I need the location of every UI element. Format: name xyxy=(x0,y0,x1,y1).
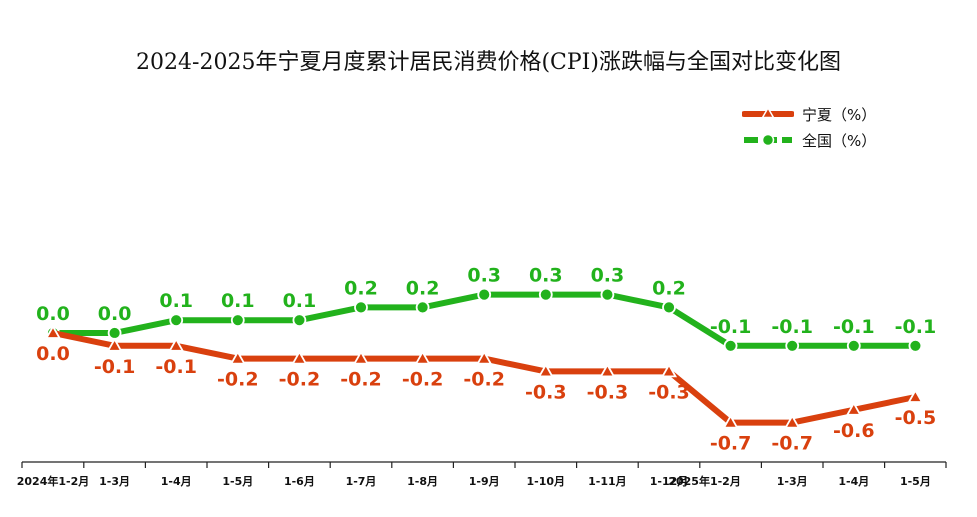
legend-label-national: 全国（%） xyxy=(802,131,877,150)
chart-title: 2024-2025年宁夏月度累计居民消费价格(CPI)涨跌幅与全国对比变化图 xyxy=(136,50,841,75)
ningxia-data-label-4: -0.2 xyxy=(279,369,321,391)
x-tick-label-2: 1-4月 xyxy=(161,475,192,488)
national-data-label-14: -0.1 xyxy=(895,316,937,338)
ningxia-data-label-14: -0.5 xyxy=(895,407,937,429)
ningxia-point-4 xyxy=(291,350,308,365)
x-tick-label-12: 1-3月 xyxy=(777,475,808,488)
ningxia-data-label-7: -0.2 xyxy=(463,369,505,391)
x-tick-label-7: 1-9月 xyxy=(469,475,500,488)
national-data-label-1: 0.0 xyxy=(98,303,132,325)
ningxia-data-label-9: -0.3 xyxy=(587,381,629,403)
national-data-label-11: -0.1 xyxy=(710,316,752,338)
national-data-label-13: -0.1 xyxy=(833,316,875,338)
national-point-9 xyxy=(600,287,615,302)
ningxia-point-3 xyxy=(229,350,246,365)
x-tick-label-1: 1-3月 xyxy=(99,475,130,488)
x-tick-label-3: 1-5月 xyxy=(222,475,253,488)
national-data-label-12: -0.1 xyxy=(771,316,813,338)
ningxia-data-label-8: -0.3 xyxy=(525,381,567,403)
ningxia-data-label-0: 0.0 xyxy=(36,343,70,365)
ningxia-data-label-2: -0.1 xyxy=(155,356,197,378)
legend-entry-national: 全国（%） xyxy=(742,127,876,153)
legend: 宁夏（%） 全国（%） xyxy=(742,101,876,153)
national-data-label-3: 0.1 xyxy=(221,290,255,312)
national-data-label-0: 0.0 xyxy=(36,303,70,325)
national-point-2 xyxy=(169,313,184,328)
ningxia-data-label-10: -0.3 xyxy=(648,381,690,403)
x-tick-label-9: 1-11月 xyxy=(588,475,627,488)
ningxia-data-label-1: -0.1 xyxy=(94,356,136,378)
x-tick-label-11: 2025年1-2月 xyxy=(668,474,741,488)
national-point-7 xyxy=(477,287,492,302)
ningxia-point-1 xyxy=(106,337,123,352)
ningxia-point-13 xyxy=(845,401,862,416)
x-tick-label-10: 1-12月 xyxy=(650,475,689,488)
ningxia-data-label-5: -0.2 xyxy=(340,369,382,391)
national-point-6 xyxy=(415,300,430,315)
ningxia-point-12 xyxy=(784,414,801,429)
national-point-12 xyxy=(785,338,800,353)
ningxia-point-7 xyxy=(476,350,493,365)
ningxia-point-11 xyxy=(722,414,739,429)
x-tick-label-0: 2024年1-2月 xyxy=(17,474,90,488)
national-data-label-7: 0.3 xyxy=(467,265,501,287)
national-point-11 xyxy=(723,338,738,353)
x-tick-label-14: 1-5月 xyxy=(900,475,931,488)
x-tick-label-13: 1-4月 xyxy=(838,475,869,488)
ningxia-data-label-11: -0.7 xyxy=(710,433,752,455)
ningxia-point-10 xyxy=(660,363,678,378)
x-tick-label-8: 1-10月 xyxy=(527,475,566,488)
national-data-label-9: 0.3 xyxy=(591,265,625,287)
national-data-label-6: 0.2 xyxy=(406,277,440,299)
ningxia-point-0 xyxy=(44,324,62,339)
national-data-label-2: 0.1 xyxy=(159,290,193,312)
ningxia-data-label-13: -0.6 xyxy=(833,420,875,442)
legend-entry-ningxia: 宁夏（%） xyxy=(742,101,876,127)
ningxia-point-9 xyxy=(599,363,616,378)
national-point-1 xyxy=(107,326,122,340)
ningxia-data-label-3: -0.2 xyxy=(217,369,259,391)
ningxia-point-6 xyxy=(414,350,431,365)
national-point-3 xyxy=(230,313,245,328)
legend-swatch-ningxia xyxy=(742,106,794,119)
x-tick-label-6: 1-8月 xyxy=(407,475,438,488)
x-tick-label-5: 1-7月 xyxy=(346,475,377,488)
ningxia-point-2 xyxy=(168,337,185,352)
national-point-13 xyxy=(846,338,861,353)
national-data-label-10: 0.2 xyxy=(652,277,686,299)
national-point-8 xyxy=(538,287,553,302)
legend-label-ningxia: 宁夏（%） xyxy=(802,105,877,124)
national-point-14 xyxy=(908,338,923,353)
ningxia-point-5 xyxy=(352,350,370,365)
x-tick-label-4: 1-6月 xyxy=(284,475,315,488)
national-data-label-5: 0.2 xyxy=(344,277,378,299)
national-point-10 xyxy=(662,300,676,315)
national-data-label-8: 0.3 xyxy=(529,265,563,287)
ningxia-point-8 xyxy=(537,363,554,378)
national-point-4 xyxy=(292,313,307,328)
national-data-label-4: 0.1 xyxy=(283,290,317,312)
ningxia-data-label-12: -0.7 xyxy=(771,433,813,455)
legend-swatch-national xyxy=(744,133,792,147)
ningxia-point-14 xyxy=(907,388,924,403)
ningxia-data-label-6: -0.2 xyxy=(402,369,444,391)
national-point-5 xyxy=(354,300,368,315)
